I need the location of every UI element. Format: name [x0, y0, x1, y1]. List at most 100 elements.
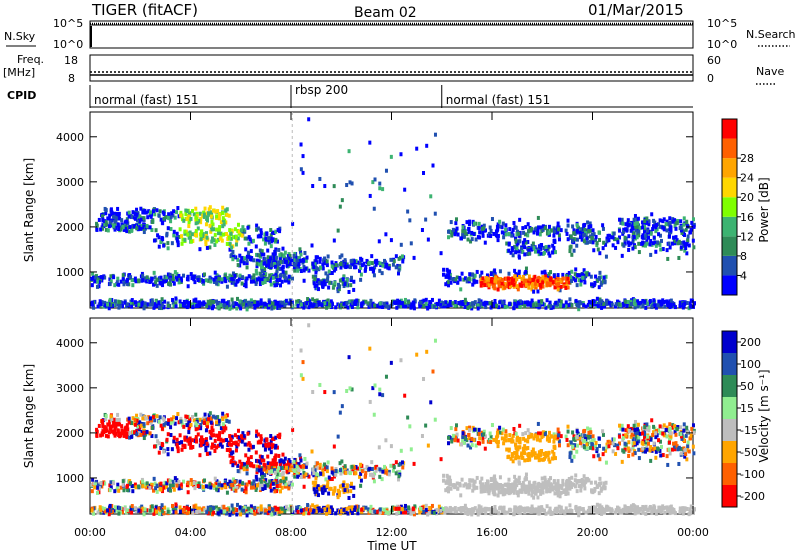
heatmap-cell	[119, 433, 123, 438]
heatmap-cell	[543, 226, 547, 231]
heatmap-cell	[289, 468, 293, 473]
heatmap-cell	[159, 445, 163, 450]
heatmap-cell	[633, 221, 637, 226]
heatmap-cell	[174, 296, 178, 301]
heatmap-cell	[679, 219, 683, 224]
heatmap-cell	[99, 227, 103, 232]
heatmap-cell	[518, 275, 522, 280]
heatmap-cell	[127, 214, 131, 219]
heatmap-cell	[121, 224, 125, 229]
heatmap-cell	[564, 491, 568, 496]
heatmap-cell	[177, 278, 181, 283]
heatmap-cell	[553, 285, 557, 290]
heatmap-cell	[158, 305, 162, 310]
heatmap-cell	[241, 275, 245, 280]
heatmap-cell	[225, 482, 229, 487]
heatmap-cell	[173, 421, 177, 426]
heatmap-cell	[255, 252, 259, 257]
heatmap-cell	[529, 228, 533, 233]
heatmap-cell	[185, 423, 189, 428]
heatmap-cell	[153, 481, 157, 486]
heatmap-cell	[467, 230, 471, 235]
heatmap-cell	[590, 488, 594, 493]
heatmap-cell	[217, 437, 221, 442]
heatmap-cell	[257, 259, 261, 264]
heatmap-cell	[493, 484, 497, 489]
heatmap-cell	[515, 246, 519, 251]
heatmap-cell	[208, 301, 212, 306]
heatmap-cell	[318, 487, 322, 492]
heatmap-cell	[473, 479, 477, 484]
heatmap-cell	[639, 300, 643, 305]
heatmap-cell	[565, 489, 569, 494]
heatmap-cell	[685, 251, 689, 256]
heatmap-cell	[136, 424, 140, 429]
heatmap-cell	[579, 301, 583, 306]
heatmap-cell	[166, 432, 170, 437]
heatmap-cell	[481, 482, 485, 487]
heatmap-cell	[656, 222, 660, 227]
heatmap-cell	[441, 301, 445, 306]
heatmap-cell	[446, 280, 450, 285]
heatmap-cell	[518, 423, 522, 428]
heatmap-cell	[114, 420, 118, 425]
heatmap-cell	[558, 288, 562, 293]
heatmap-cell	[679, 226, 683, 231]
heatmap-cell	[317, 473, 321, 478]
heatmap-cell	[685, 219, 689, 224]
heatmap-cell	[569, 234, 573, 239]
heatmap-cell	[157, 244, 161, 249]
heatmap-cell	[594, 302, 598, 307]
heatmap-cell	[513, 442, 517, 447]
heatmap-cell	[368, 266, 372, 271]
heatmap-cell	[646, 235, 650, 240]
heatmap-cell	[221, 411, 225, 416]
heatmap-cell	[154, 299, 158, 304]
heatmap-cell	[514, 225, 518, 230]
heatmap-cell	[145, 481, 149, 486]
heatmap-cell	[576, 431, 580, 436]
heatmap-cell	[538, 438, 542, 443]
heatmap-cell	[513, 474, 517, 479]
heatmap-cell	[517, 269, 521, 274]
heatmap-cell	[510, 437, 514, 442]
heatmap-cell	[557, 433, 561, 438]
heatmap-cell	[513, 236, 517, 241]
heatmap-cell	[192, 277, 196, 282]
heatmap-cell	[528, 483, 532, 488]
heatmap-cell	[113, 283, 117, 288]
heatmap-cell	[148, 225, 152, 230]
heatmap-cell	[341, 469, 345, 474]
heatmap-cell	[288, 459, 292, 464]
heatmap-cell	[657, 300, 661, 305]
heatmap-cell	[556, 483, 560, 488]
heatmap-cell	[103, 275, 107, 280]
heatmap-cell	[275, 489, 279, 494]
heatmap-cell	[198, 303, 202, 308]
heatmap-cell	[614, 245, 618, 250]
heatmap-cell	[282, 459, 286, 464]
heatmap-cell	[541, 430, 545, 435]
heatmap-cell	[172, 281, 176, 286]
heatmap-cell	[665, 219, 669, 224]
heatmap-cell	[428, 300, 432, 305]
heatmap-cell	[241, 229, 245, 234]
heatmap-cell	[324, 477, 328, 482]
heatmap-cell	[247, 447, 251, 452]
heatmap-cell	[372, 479, 376, 484]
heatmap-cell	[282, 255, 286, 260]
heatmap-cell	[533, 281, 537, 286]
heatmap-cell	[512, 282, 516, 287]
heatmap-cell	[485, 479, 489, 484]
heatmap-cell	[99, 433, 103, 438]
heatmap-cell	[232, 460, 236, 465]
heatmap-cell	[266, 442, 270, 447]
heatmap-cell	[122, 282, 126, 287]
heatmap-cell	[516, 447, 520, 452]
heatmap-cell	[513, 480, 517, 485]
heatmap-cell	[323, 282, 327, 287]
heatmap-cell	[456, 486, 460, 491]
heatmap-cell	[489, 279, 493, 284]
heatmap-cell	[523, 438, 527, 443]
